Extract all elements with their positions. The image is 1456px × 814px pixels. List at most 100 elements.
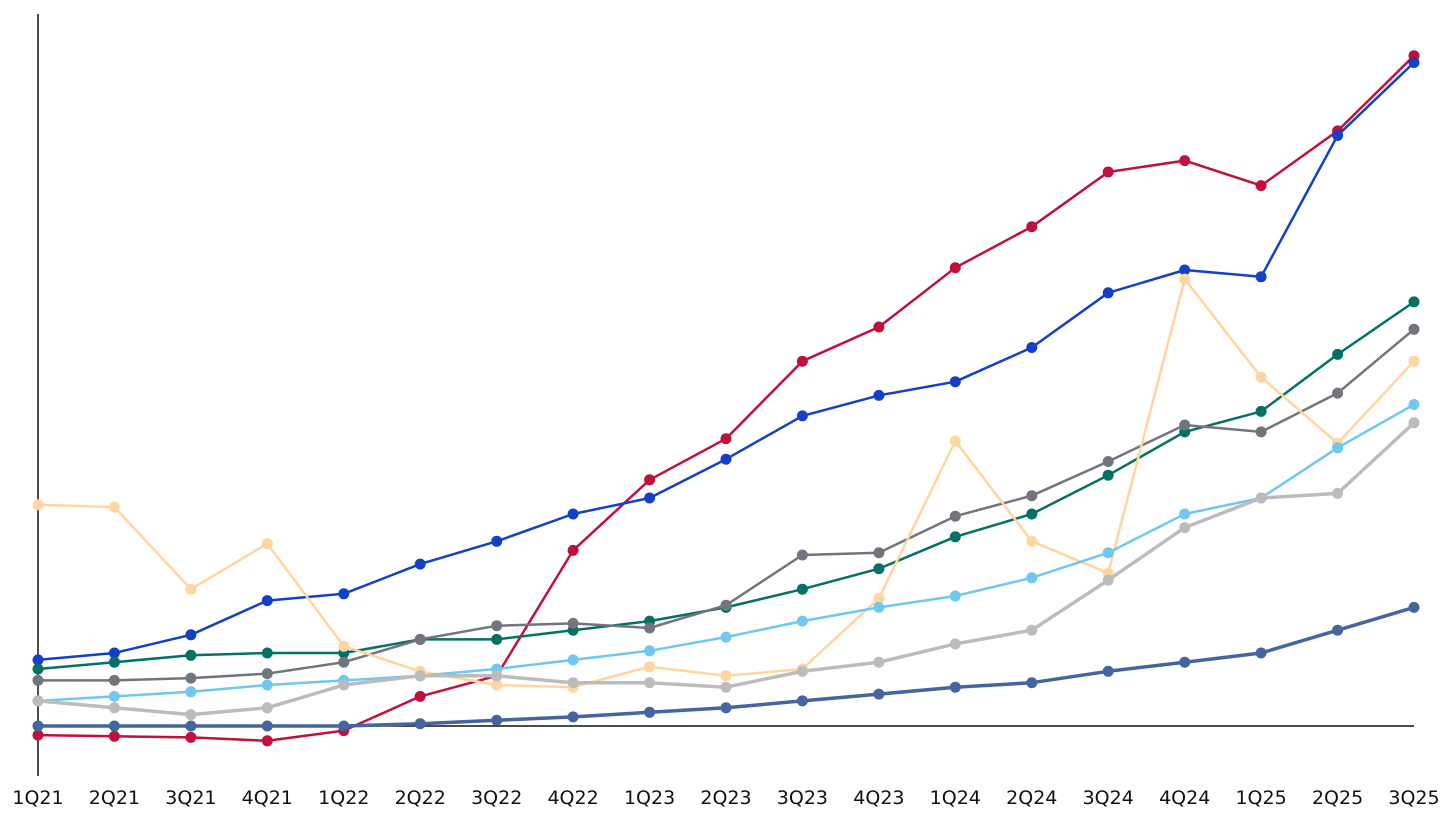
point-dark-gray-3Q24 — [1102, 456, 1114, 467]
x-tick-label: 2Q24 — [1006, 787, 1057, 809]
point-teal-4Q21 — [261, 647, 273, 659]
point-light-gray-2Q23 — [720, 681, 732, 693]
point-teal-3Q24 — [1102, 469, 1114, 481]
point-light-blue-3Q23 — [796, 615, 808, 627]
point-peach-1Q24 — [949, 435, 961, 447]
point-slate-1Q21 — [32, 720, 44, 732]
point-blue-3Q24 — [1102, 287, 1114, 299]
point-dark-gray-2Q25 — [1332, 387, 1344, 399]
point-blue-1Q21 — [32, 654, 44, 666]
point-slate-4Q21 — [261, 720, 273, 732]
point-peach-1Q23 — [644, 661, 656, 673]
point-slate-3Q25 — [1408, 601, 1420, 613]
point-blue-4Q22 — [567, 508, 579, 520]
point-slate-3Q24 — [1102, 665, 1114, 677]
point-light-gray-3Q21 — [185, 709, 197, 721]
point-blue-1Q23 — [644, 492, 656, 504]
point-blue-4Q21 — [261, 595, 273, 607]
x-tick-label: 2Q25 — [1312, 787, 1363, 809]
point-blue-2Q21 — [108, 647, 120, 659]
point-light-blue-1Q23 — [644, 645, 656, 657]
point-dark-gray-1Q24 — [949, 510, 961, 522]
point-teal-2Q25 — [1332, 348, 1344, 360]
series-line-peach — [37, 277, 1415, 689]
series-teal — [32, 296, 1420, 675]
point-light-blue-2Q24 — [1026, 572, 1038, 584]
x-tick-label: 4Q22 — [547, 787, 598, 809]
x-tick-label: 1Q23 — [624, 787, 675, 809]
point-light-gray-4Q23 — [873, 656, 885, 668]
point-blue-1Q22 — [338, 588, 350, 600]
point-light-blue-4Q21 — [261, 679, 273, 691]
point-slate-1Q25 — [1255, 647, 1267, 659]
point-peach-1Q22 — [338, 640, 350, 652]
point-red-2Q22 — [414, 690, 426, 702]
point-light-gray-2Q21 — [108, 702, 120, 714]
point-dark-gray-2Q23 — [720, 599, 732, 611]
point-dark-gray-2Q21 — [108, 674, 120, 686]
point-slate-3Q23 — [796, 695, 808, 707]
point-slate-2Q21 — [108, 720, 120, 732]
series-line-light-blue — [37, 403, 1415, 703]
point-red-2Q21 — [108, 730, 120, 742]
point-red-3Q21 — [185, 731, 197, 743]
point-light-blue-2Q23 — [720, 631, 732, 643]
point-teal-3Q21 — [185, 649, 197, 661]
point-slate-2Q23 — [720, 702, 732, 714]
point-red-2Q23 — [720, 433, 732, 445]
point-teal-1Q21 — [32, 663, 44, 675]
point-dark-gray-3Q21 — [185, 672, 197, 684]
point-dark-gray-4Q22 — [567, 617, 579, 629]
x-tick-label: 3Q22 — [471, 787, 522, 809]
point-light-gray-3Q22 — [491, 670, 503, 682]
point-peach-2Q23 — [720, 670, 732, 682]
point-blue-4Q23 — [873, 389, 885, 401]
point-slate-1Q23 — [644, 706, 656, 718]
point-blue-3Q22 — [491, 535, 503, 547]
point-light-blue-3Q21 — [185, 686, 197, 698]
point-blue-2Q22 — [414, 558, 426, 570]
point-red-4Q22 — [567, 544, 579, 556]
x-tick-label: 2Q22 — [395, 787, 446, 809]
x-tick-label: 1Q24 — [930, 787, 981, 809]
point-red-1Q24 — [949, 262, 961, 274]
point-light-gray-2Q25 — [1332, 487, 1344, 499]
point-light-gray-4Q24 — [1179, 522, 1191, 534]
point-teal-3Q25 — [1408, 296, 1420, 308]
series-dark-gray — [32, 323, 1420, 686]
point-peach-1Q21 — [32, 499, 44, 511]
point-slate-2Q24 — [1026, 677, 1038, 689]
point-peach-3Q21 — [185, 583, 197, 595]
point-peach-2Q24 — [1026, 535, 1038, 547]
x-tick-label: 2Q21 — [89, 787, 140, 809]
point-red-1Q21 — [32, 729, 44, 741]
point-teal-3Q23 — [796, 583, 808, 595]
point-blue-4Q24 — [1179, 264, 1191, 276]
point-light-blue-4Q24 — [1179, 508, 1191, 520]
point-red-3Q24 — [1102, 166, 1114, 178]
point-light-gray-3Q24 — [1102, 574, 1114, 586]
point-dark-gray-4Q23 — [873, 547, 885, 559]
point-dark-gray-3Q22 — [491, 620, 503, 632]
point-peach-4Q24 — [1179, 273, 1191, 285]
series-line-teal — [37, 300, 1415, 671]
point-light-gray-2Q24 — [1026, 624, 1038, 636]
point-blue-1Q25 — [1255, 271, 1267, 283]
point-slate-2Q25 — [1332, 624, 1344, 636]
series-line-dark-gray — [38, 328, 1415, 682]
point-blue-2Q24 — [1026, 342, 1038, 353]
x-tick-label: 4Q21 — [242, 787, 293, 809]
point-peach-3Q22 — [491, 679, 503, 691]
point-red-4Q21 — [261, 735, 273, 747]
point-light-blue-2Q21 — [108, 690, 120, 702]
point-blue-3Q25 — [1408, 57, 1420, 68]
series-blue — [32, 57, 1420, 666]
point-light-gray-2Q22 — [414, 670, 426, 682]
x-tick-label: 3Q23 — [777, 787, 828, 809]
x-tick-label: 2Q23 — [700, 787, 751, 809]
point-light-gray-1Q22 — [338, 679, 350, 691]
point-teal-1Q24 — [949, 531, 961, 543]
point-slate-3Q21 — [185, 720, 197, 732]
point-blue-3Q21 — [185, 629, 197, 641]
